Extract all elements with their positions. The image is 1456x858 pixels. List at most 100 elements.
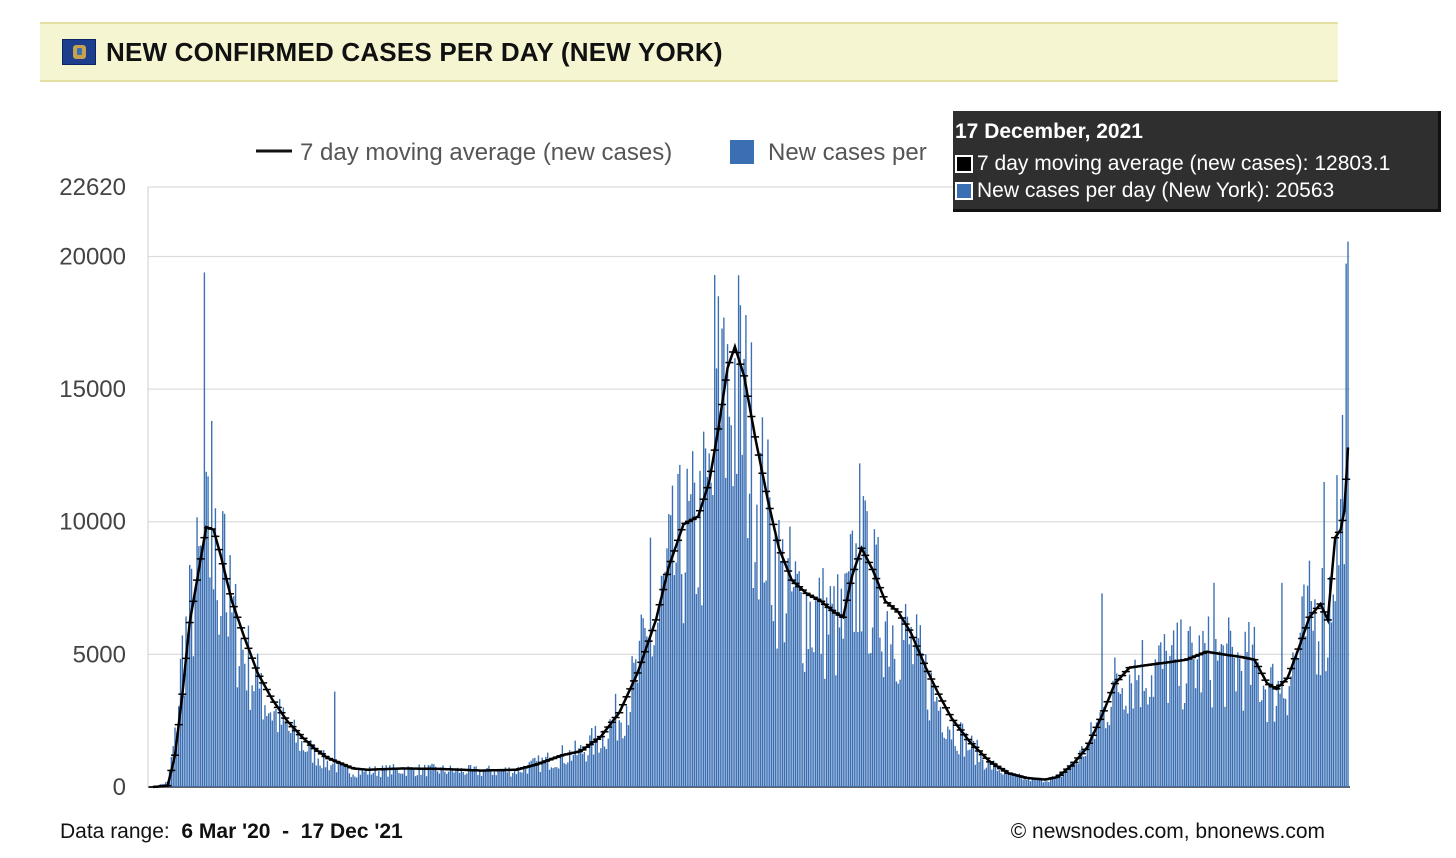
bar	[644, 627, 646, 787]
bar	[657, 622, 659, 787]
bar	[559, 754, 562, 787]
bar	[1169, 655, 1171, 787]
bar	[1040, 777, 1043, 787]
bar	[625, 705, 628, 787]
bar	[244, 663, 246, 787]
bar	[607, 738, 609, 787]
bar	[980, 752, 982, 787]
bar	[457, 767, 459, 787]
bar	[223, 513, 226, 787]
bar	[932, 682, 934, 787]
bar	[1332, 594, 1335, 787]
bar	[446, 773, 448, 787]
bar	[1160, 642, 1162, 787]
bar	[1224, 706, 1226, 787]
bar	[613, 722, 615, 787]
bar	[513, 769, 516, 787]
bar	[1077, 763, 1079, 787]
bar	[416, 775, 419, 787]
bar	[633, 662, 635, 787]
bar	[1031, 777, 1033, 787]
bar	[1240, 670, 1243, 787]
bar	[1171, 645, 1173, 787]
bar	[1270, 667, 1272, 787]
bar	[1022, 779, 1024, 787]
bar	[774, 535, 776, 787]
bar	[914, 644, 916, 787]
bar	[1108, 725, 1111, 787]
bar	[803, 671, 806, 787]
bar	[1209, 679, 1212, 787]
bar	[1145, 688, 1147, 787]
bar	[365, 769, 367, 787]
bar	[926, 709, 929, 787]
bar	[1233, 657, 1235, 787]
bar	[827, 634, 830, 787]
bar	[1121, 688, 1123, 787]
bar	[879, 637, 881, 787]
bar	[1220, 644, 1223, 787]
bar	[600, 748, 602, 787]
bar	[552, 768, 554, 787]
bar	[471, 769, 474, 787]
bar	[1110, 706, 1112, 787]
bar	[611, 721, 613, 787]
bar	[422, 767, 424, 787]
bar	[1127, 713, 1129, 787]
bar	[769, 497, 771, 787]
bar	[798, 571, 800, 787]
bar	[930, 672, 932, 787]
bar	[1205, 652, 1208, 787]
bar	[778, 520, 780, 787]
legend[interactable]: 7 day moving average (new cases) New cas…	[256, 139, 927, 166]
bar	[1082, 756, 1085, 787]
bar	[1138, 675, 1140, 787]
bar	[477, 775, 479, 787]
bar	[1338, 565, 1340, 787]
bar	[822, 568, 824, 787]
bar	[987, 757, 989, 787]
bar	[759, 452, 762, 787]
bar	[412, 769, 415, 787]
bar	[723, 317, 725, 787]
bar	[882, 677, 885, 787]
bar	[537, 755, 540, 787]
bar	[354, 776, 356, 787]
bar	[431, 763, 433, 787]
bar	[701, 605, 703, 787]
bar	[565, 764, 567, 787]
bar	[183, 695, 185, 787]
bar	[205, 471, 207, 787]
bar	[1035, 777, 1037, 787]
bar	[868, 653, 870, 787]
bar	[908, 644, 910, 787]
bar	[1277, 680, 1279, 787]
bar	[401, 773, 404, 787]
bar	[541, 757, 543, 787]
bar	[569, 750, 571, 787]
bar	[295, 742, 297, 787]
bar	[958, 754, 960, 787]
bar	[429, 765, 431, 787]
bar	[780, 560, 782, 787]
bar	[348, 773, 351, 787]
bar	[1128, 674, 1131, 787]
bar	[403, 768, 406, 787]
y-axis: 22620 20000 15000 10000 5000 0	[59, 174, 126, 801]
bar	[1259, 701, 1261, 787]
bar	[691, 451, 694, 787]
bar	[1055, 774, 1057, 787]
bar	[1292, 652, 1294, 787]
bar	[776, 648, 778, 787]
bar	[1027, 776, 1030, 787]
bar	[1301, 596, 1303, 787]
bar	[293, 719, 296, 787]
bar	[838, 627, 841, 787]
bar	[499, 770, 501, 787]
bar	[954, 746, 956, 787]
bar	[895, 681, 898, 787]
bar	[591, 728, 593, 787]
bar	[956, 750, 958, 787]
bar	[620, 722, 622, 787]
